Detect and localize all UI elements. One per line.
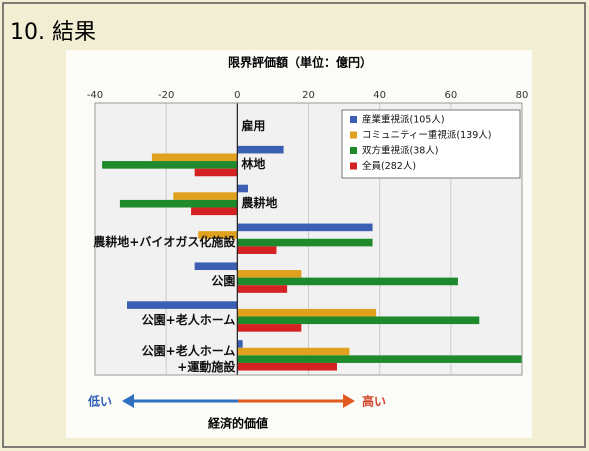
bar	[237, 285, 288, 293]
arrow-head-low	[122, 394, 134, 408]
legend-swatch	[350, 147, 357, 154]
bar	[237, 145, 284, 154]
category-label: 農耕地	[241, 196, 278, 211]
legend-box	[341, 109, 521, 179]
bar	[237, 362, 337, 371]
chart-title: 限界評価額（単位：億円）	[228, 55, 372, 70]
x-tick-label: -40	[87, 90, 103, 101]
bar	[237, 324, 302, 332]
x-tick-label: 20	[302, 90, 315, 101]
bar	[237, 277, 458, 286]
low-label: 低い	[87, 394, 112, 409]
bar	[151, 153, 238, 162]
bar	[237, 340, 243, 348]
category-label: 公園+老人ホーム	[141, 312, 236, 327]
bar	[237, 246, 277, 254]
bar	[198, 231, 238, 239]
bar	[194, 262, 238, 271]
bar	[237, 316, 480, 325]
x-tick-label: 60	[444, 90, 457, 101]
legend-label: コミュニティー重視派(139人)	[362, 129, 491, 141]
x-tick-label: 80	[516, 90, 529, 101]
bar	[237, 238, 373, 247]
legend-swatch	[350, 131, 357, 139]
x-axis-label: 経済的価値	[208, 416, 268, 431]
legend-label: 産業重視派(105人)	[362, 114, 445, 126]
category-label: 公園	[211, 273, 236, 288]
legend-label: 全員(282人)	[362, 160, 416, 172]
legend: 産業重視派(105人) コミュニティー重視派(139人) 双方重視派(38人) 全員(…	[341, 109, 521, 179]
bar	[237, 184, 249, 193]
category-label: 林地	[241, 157, 266, 172]
arrow-head-high	[343, 394, 355, 408]
bar	[237, 223, 373, 232]
bar	[237, 355, 523, 363]
bar	[173, 192, 238, 200]
bar	[119, 199, 238, 208]
bar	[237, 347, 350, 356]
slide-title: 10. 結果	[10, 20, 96, 45]
bar	[237, 270, 302, 278]
category-label: 農耕地+バイオガス化施設	[93, 235, 236, 250]
category-label: 公園+老人ホーム +運動施設	[141, 343, 236, 374]
x-tick-label: -20	[158, 90, 174, 101]
plot-border	[94, 102, 523, 376]
category-label: 雇用	[241, 118, 266, 133]
legend-label: 双方重視派(38人)	[362, 145, 439, 157]
bar	[194, 168, 238, 177]
bar	[102, 161, 238, 169]
high-label: 高い	[362, 394, 386, 409]
legend-swatch	[350, 116, 357, 123]
legend-swatch	[350, 162, 357, 170]
x-tick-label: 40	[373, 90, 386, 101]
x-tick-label: 0	[234, 90, 240, 101]
bar	[191, 207, 238, 216]
bar	[127, 301, 238, 309]
bar	[237, 308, 377, 317]
